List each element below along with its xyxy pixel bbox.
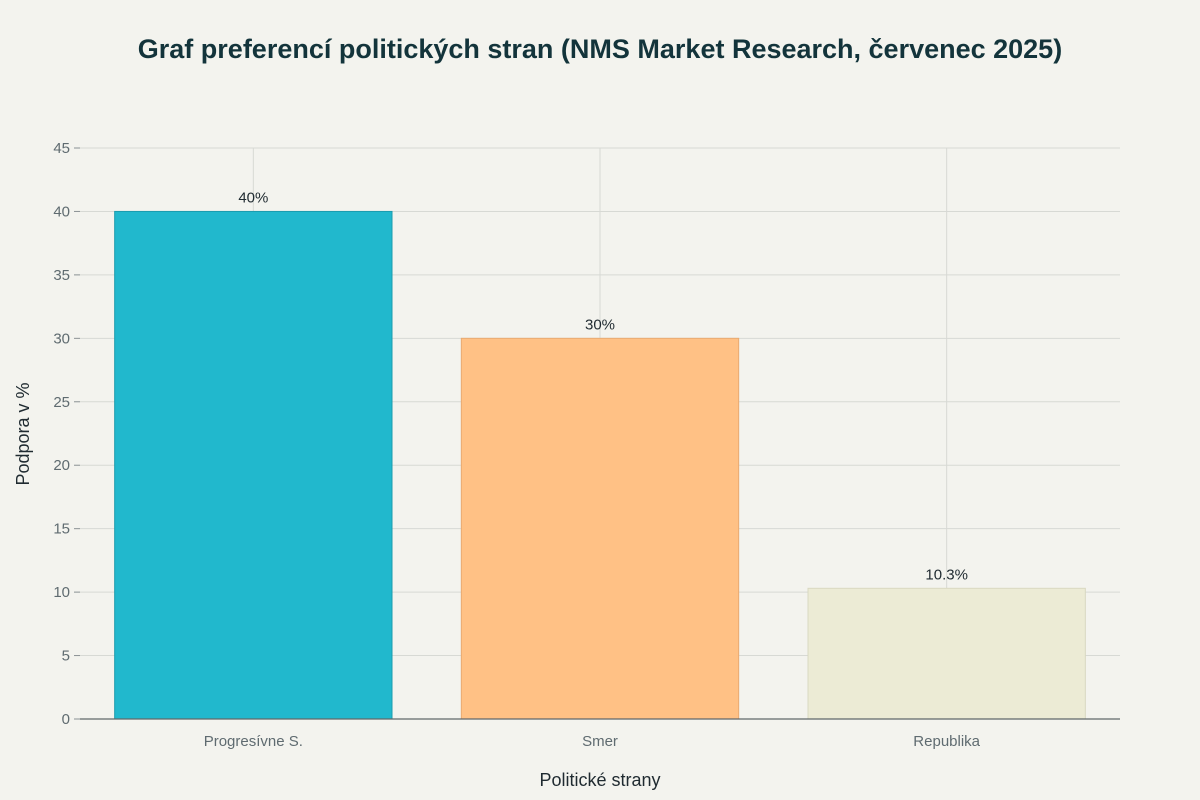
y-axis-title: Podpora v %	[13, 382, 33, 485]
y-axis-ticks: 0 5 10 15 20 25 30 35 40 45	[53, 140, 80, 728]
y-tick-label: 40	[53, 203, 70, 220]
y-tick-label: 5	[62, 648, 70, 665]
data-label: 10.3%	[925, 566, 968, 583]
data-labels: 40% 30% 10.3%	[238, 189, 968, 583]
y-tick-label: 20	[53, 457, 70, 474]
x-tick-label: Smer	[582, 733, 618, 750]
x-tick-label: Republika	[913, 733, 980, 750]
bars	[114, 210, 1086, 720]
y-tick-label: 25	[53, 394, 70, 411]
x-axis-title: Politické strany	[539, 770, 660, 790]
x-axis-ticks: Progresívne S. Smer Republika	[204, 733, 981, 750]
data-label: 40%	[238, 189, 268, 206]
bar-republika[interactable]	[807, 587, 1086, 720]
y-tick-label: 0	[62, 711, 70, 728]
bar-progres-vne-s[interactable]	[114, 210, 393, 720]
y-tick-label: 45	[53, 140, 70, 157]
y-tick-label: 35	[53, 267, 70, 284]
chart-title: Graf preferencí politických stran (NMS M…	[138, 34, 1062, 64]
y-tick-label: 30	[53, 330, 70, 347]
y-tick-label: 10	[53, 584, 70, 601]
bar-smer[interactable]	[460, 337, 740, 720]
y-tick-label: 15	[53, 521, 70, 538]
x-tick-label: Progresívne S.	[204, 733, 303, 750]
data-label: 30%	[585, 316, 615, 333]
